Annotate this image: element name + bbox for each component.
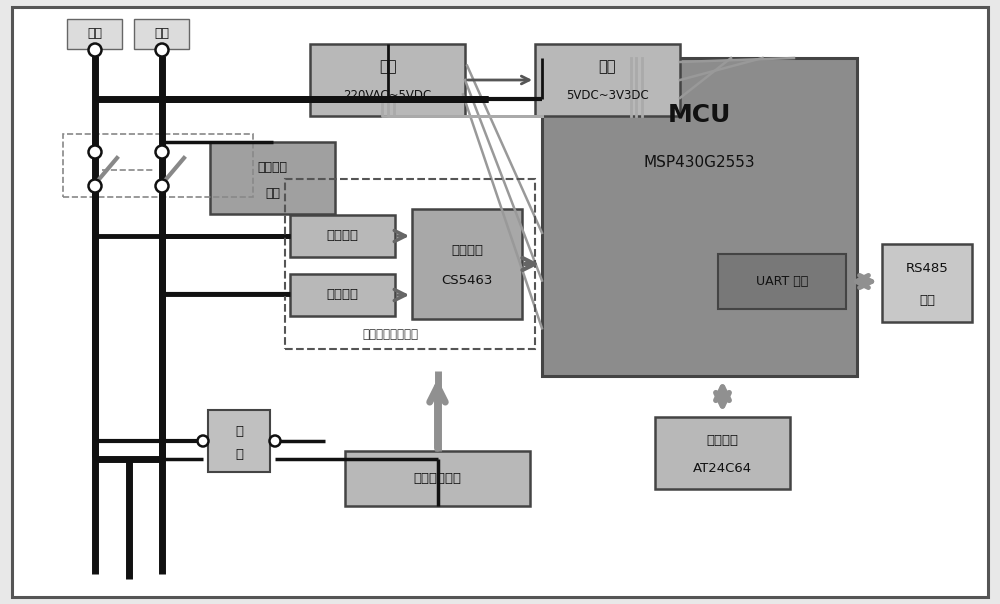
Bar bbox=[412, 209, 522, 319]
Bar bbox=[285, 179, 535, 349]
Bar bbox=[210, 142, 335, 214]
Circle shape bbox=[88, 179, 102, 193]
Bar bbox=[345, 451, 530, 506]
Text: 电源: 电源 bbox=[599, 60, 616, 74]
Text: 掉电监测单元: 掉电监测单元 bbox=[414, 472, 462, 485]
Text: 锡銅电阻: 锡銅电阻 bbox=[326, 289, 358, 301]
Text: 设: 设 bbox=[235, 425, 243, 438]
Text: AT24C64: AT24C64 bbox=[693, 462, 752, 475]
Bar bbox=[718, 254, 846, 309]
Text: CS5463: CS5463 bbox=[441, 274, 493, 287]
Circle shape bbox=[88, 146, 102, 158]
Bar bbox=[535, 44, 680, 116]
Circle shape bbox=[156, 43, 168, 57]
Text: MSP430G2553: MSP430G2553 bbox=[644, 155, 755, 170]
Bar bbox=[63, 134, 253, 197]
Text: 电源: 电源 bbox=[379, 60, 396, 74]
Bar bbox=[542, 58, 857, 376]
Text: 5VDC~3V3DC: 5VDC~3V3DC bbox=[566, 89, 649, 102]
Text: RS485: RS485 bbox=[906, 263, 948, 275]
Text: 单元: 单元 bbox=[265, 187, 280, 201]
Circle shape bbox=[198, 435, 209, 446]
Text: 计量芯片: 计量芯片 bbox=[451, 244, 483, 257]
Circle shape bbox=[156, 146, 168, 158]
Bar bbox=[655, 417, 790, 489]
Text: 接口: 接口 bbox=[919, 294, 935, 307]
Bar bbox=[310, 44, 465, 116]
Text: 备: 备 bbox=[235, 448, 243, 461]
Bar bbox=[208, 410, 270, 472]
Text: MCU: MCU bbox=[668, 103, 731, 127]
Bar bbox=[290, 215, 395, 257]
Text: 220VAC~5VDC: 220VAC~5VDC bbox=[343, 89, 432, 102]
Text: 用电信息采集单元: 用电信息采集单元 bbox=[362, 327, 418, 341]
Bar bbox=[67, 19, 122, 49]
Text: 分压电阻: 分压电阻 bbox=[326, 230, 358, 242]
Text: 零线: 零线 bbox=[154, 28, 170, 40]
Text: UART 接口: UART 接口 bbox=[756, 275, 808, 288]
Text: 火线: 火线 bbox=[88, 28, 103, 40]
Bar bbox=[290, 274, 395, 316]
Circle shape bbox=[88, 43, 102, 57]
Circle shape bbox=[156, 179, 168, 193]
Text: 存储单元: 存储单元 bbox=[706, 434, 738, 446]
Bar bbox=[882, 244, 972, 322]
Circle shape bbox=[270, 435, 280, 446]
Text: 漏电保护: 漏电保护 bbox=[258, 161, 288, 174]
Bar bbox=[134, 19, 189, 49]
